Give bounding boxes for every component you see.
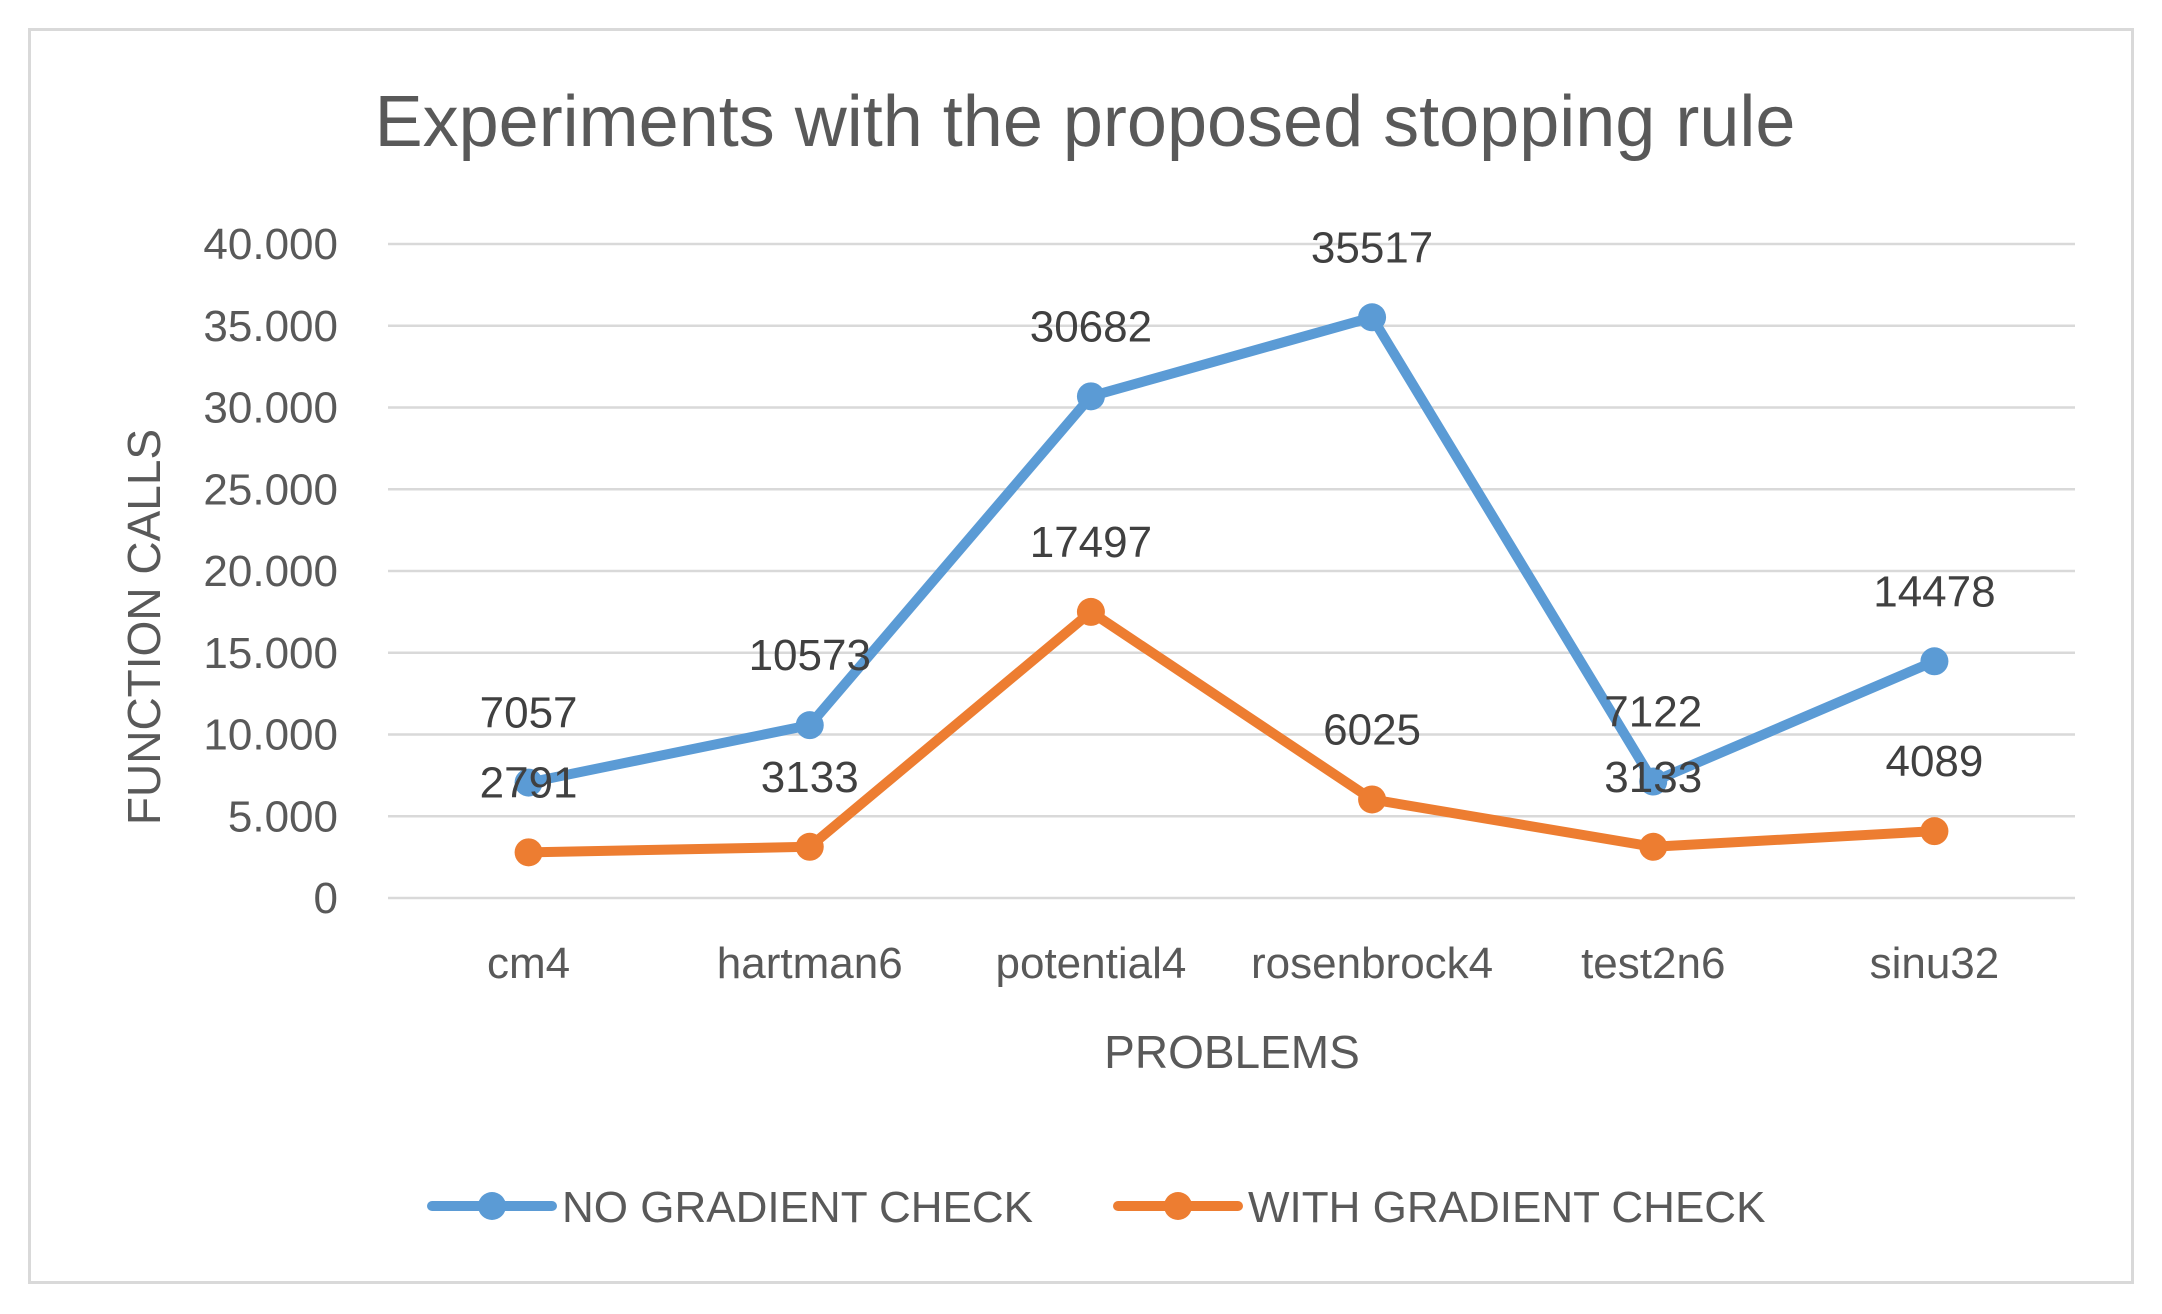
chart-frame	[28, 28, 2134, 1284]
x-tick-label: potential4	[996, 939, 1187, 988]
series-2	[514, 597, 1949, 867]
data-label: 17497	[1030, 518, 1152, 567]
data-label: 14478	[1873, 567, 1995, 616]
legend-label: NO GRADIENT CHECK	[562, 1183, 1033, 1232]
legend-item: WITH GRADIENT CHECK	[1113, 1183, 1765, 1232]
y-tick-label: 25.000	[203, 465, 338, 514]
series-1	[514, 303, 1949, 797]
legend-item: NO GRADIENT CHECK	[427, 1183, 1033, 1232]
data-label: 10573	[749, 631, 871, 680]
data-point	[514, 838, 543, 867]
data-label: 7057	[480, 689, 578, 738]
data-label: 4089	[1885, 737, 1983, 786]
data-label: 2791	[480, 758, 578, 807]
y-tick-label: 10.000	[203, 711, 338, 760]
y-axis-title: FUNCTION CALLS	[118, 429, 170, 825]
legend-marker	[1164, 1192, 1192, 1220]
x-tick-label: test2n6	[1581, 939, 1725, 988]
data-label: 6025	[1323, 705, 1421, 754]
y-axis-tick-labels: 0 5.000 10.000 15.000 20.000 25.000 30.000 35.0…	[203, 220, 338, 923]
data-label: 3133	[761, 753, 859, 802]
x-axis-tick-labels: cm4 hartman6 potential4 rosenbrock4 test2n6 s…	[487, 939, 1999, 988]
y-tick-label: 20.000	[203, 547, 338, 596]
y-tick-label: 5.000	[228, 792, 338, 841]
data-point	[1076, 597, 1105, 626]
data-point	[795, 832, 824, 861]
series-line	[523, 312, 1940, 788]
x-tick-label: rosenbrock4	[1251, 939, 1493, 988]
data-point	[514, 768, 543, 797]
x-tick-label: cm4	[487, 939, 570, 988]
y-tick-label: 35.000	[203, 302, 338, 351]
legend-marker	[478, 1192, 506, 1220]
chart-title: Experiments with the proposed stopping r…	[375, 82, 1796, 162]
y-tick-label: 30.000	[203, 384, 338, 433]
data-point	[1076, 382, 1105, 411]
data-point	[795, 711, 824, 740]
x-tick-label: hartman6	[717, 939, 903, 988]
data-label: 35517	[1311, 223, 1433, 272]
y-tick-label: 40.000	[203, 220, 338, 269]
data-point	[1920, 647, 1949, 676]
data-point	[1358, 785, 1387, 814]
data-point	[1358, 303, 1387, 332]
data-labels: 7057 10573 30682 35517 7122 14478 2791 3133 1749…	[480, 223, 1996, 807]
series-line	[523, 606, 1940, 858]
series-layer	[514, 303, 1949, 867]
data-label: 3133	[1604, 753, 1702, 802]
data-point	[1639, 832, 1668, 861]
y-tick-label: 0	[314, 874, 338, 923]
y-tick-label: 15.000	[203, 629, 338, 678]
legend: NO GRADIENT CHECK WITH GRADIENT CHECK	[427, 1183, 1765, 1232]
data-point	[1639, 767, 1668, 796]
data-label: 30682	[1030, 302, 1152, 351]
x-axis-title: PROBLEMS	[1104, 1026, 1360, 1078]
data-point	[1920, 817, 1949, 846]
data-label: 7122	[1604, 688, 1702, 737]
gridlines	[388, 242, 2075, 900]
x-tick-label: sinu32	[1870, 939, 2000, 988]
legend-label: WITH GRADIENT CHECK	[1248, 1183, 1765, 1232]
